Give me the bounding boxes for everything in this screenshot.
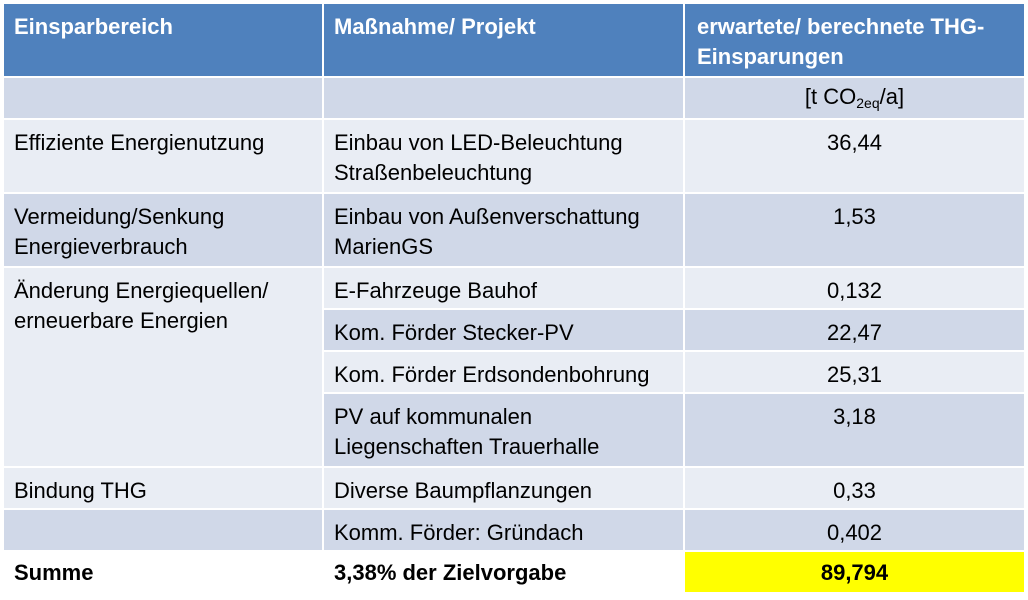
measure-cell: Kom. Förder Stecker-PV	[322, 308, 685, 352]
summary-label: Summe	[2, 550, 324, 594]
value-cell: 3,18	[683, 392, 1026, 468]
table-row: Effiziente Energienutzung Einbau von LED…	[2, 118, 1026, 194]
unit-row-empty-2	[322, 76, 685, 120]
header-einsparbereich: Einsparbereich	[2, 2, 324, 78]
table-row: PV auf kommunalen Liegenschaften Trauerh…	[3, 392, 1026, 468]
measure-cell: Komm. Förder: Gründach	[322, 508, 685, 552]
value-cell: 0,402	[683, 508, 1026, 552]
measure-cell: Diverse Baumpflanzungen	[322, 466, 685, 510]
unit-label: [t CO2eq/a]	[683, 76, 1026, 120]
summary-total-value: 89,794	[683, 550, 1026, 594]
category-cell: Änderung Energiequellen/ erneuerbare Ene…	[2, 266, 324, 468]
measure-cell: E-Fahrzeuge Bauhof	[322, 266, 685, 310]
value-cell: 0,132	[683, 266, 1026, 310]
value-cell: 0,33	[683, 466, 1026, 510]
table-row: Änderung Energiequellen/ erneuerbare Ene…	[2, 266, 1026, 468]
unit-row: [t CO2eq/a]	[2, 76, 1026, 120]
value-cell: 1,53	[683, 192, 1026, 268]
header-row: Einsparbereich Maßnahme/ Projekt erwarte…	[2, 2, 1026, 78]
measure-cell: Kom. Förder Erdsondenbohrung	[322, 350, 685, 394]
table-row: Kom. Förder Erdsondenbohrung 25,31	[3, 350, 1026, 394]
header-massnahme: Maßnahme/ Projekt	[322, 2, 685, 78]
table-row: Komm. Förder: Gründach 0,402	[2, 508, 1026, 552]
measure-cell: Einbau von Außenverschattung MarienGS	[322, 192, 685, 268]
unit-subscript: 2eq	[856, 95, 880, 111]
measure-cell: Einbau von LED-Beleuchtung Straßenbeleuc…	[322, 118, 685, 194]
category-cell: Bindung THG	[2, 466, 324, 510]
table-row: Kom. Förder Stecker-PV 22,47	[3, 308, 1026, 352]
header-einsparungen: erwartete/ berechnete THG-Einsparungen	[683, 2, 1026, 78]
unit-row-empty-1	[2, 76, 324, 120]
category-cell	[2, 508, 324, 552]
measure-cell: PV auf kommunalen Liegenschaften Trauerh…	[322, 392, 685, 468]
category-cell: Vermeidung/Senkung Energieverbrauch	[2, 192, 324, 268]
unit-suffix: /a]	[879, 84, 905, 109]
value-cell: 36,44	[683, 118, 1026, 194]
table-row: Vermeidung/Senkung Energieverbrauch Einb…	[2, 192, 1026, 268]
value-cell: 22,47	[683, 308, 1026, 352]
summary-row: Summe 3,38% der Zielvorgabe 89,794	[2, 550, 1026, 594]
unit-prefix: [t CO	[804, 84, 857, 109]
summary-measure: 3,38% der Zielvorgabe	[322, 550, 685, 594]
table-row: Bindung THG Diverse Baumpflanzungen 0,33	[2, 466, 1026, 510]
value-cell: 25,31	[683, 350, 1026, 394]
category-cell: Effiziente Energienutzung	[2, 118, 324, 194]
